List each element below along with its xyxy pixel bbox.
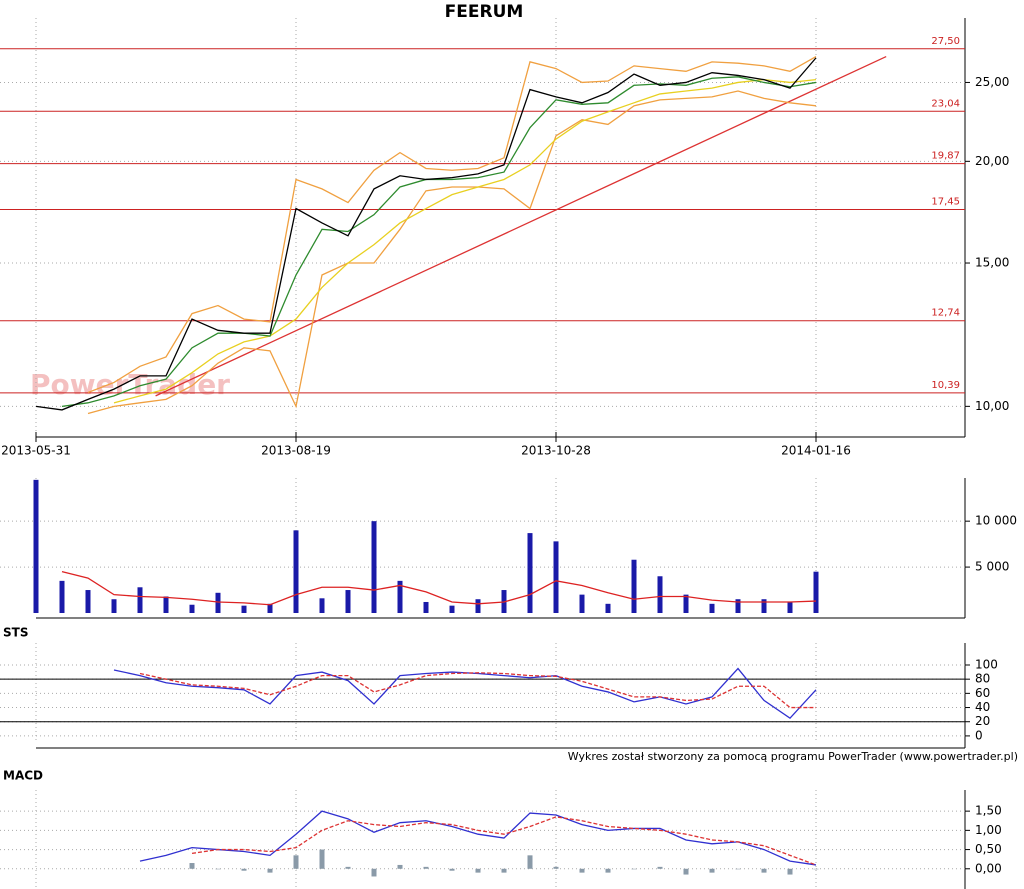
bar [345,866,351,869]
series-line [191,816,817,866]
y-tick-label: 20,00 [975,154,1009,168]
bar [813,868,819,870]
bar [371,868,377,877]
level-label: 27,50 [931,36,960,47]
y-tick-label: 0 [975,728,983,742]
footer: Wykres został stworzony za pomocą progra… [568,750,1018,763]
level-label: 10,39 [931,380,960,391]
bar [813,571,819,613]
y-tick-label: 0,50 [975,842,1002,856]
bar [293,855,299,869]
series-line [35,57,817,411]
y-tick-label: 10,00 [975,399,1009,413]
level-label: 12,74 [931,308,960,319]
bar [787,601,793,613]
bar [657,866,663,869]
x-tick-label: 2013-10-28 [521,444,591,458]
bar [111,599,117,613]
y-tick-label: 1,50 [975,804,1002,818]
bar [423,601,429,613]
bar [683,868,689,875]
bar [553,866,559,869]
x-tick-label: 2013-08-19 [261,444,331,458]
trend-line [155,55,887,397]
y-tick-label: 0,00 [975,861,1002,875]
bar [787,868,793,875]
bar [319,598,325,613]
level-label: 19,87 [931,151,960,162]
bar [605,603,611,613]
bar [371,521,377,613]
y-tick-label: 100 [975,657,998,671]
y-tick-label: 1,00 [975,823,1002,837]
bar [345,590,351,613]
bar [553,541,559,613]
bar [163,596,169,613]
bar [215,868,221,870]
y-tick-label: 60 [975,686,990,700]
y-tick-label: 80 [975,672,990,686]
bar [449,605,455,613]
bar [215,592,221,613]
bar [657,576,663,613]
bar [631,559,637,613]
y-tick-label: 15,00 [975,256,1009,270]
bar [449,868,455,871]
series-line [139,810,817,866]
bar [85,590,91,613]
chart-title: FEERUM [445,2,524,22]
series-line [61,571,817,606]
series-line [113,78,817,404]
series-line [61,76,817,407]
bar [735,868,741,870]
bar [241,605,247,613]
bar [631,868,637,870]
bar [709,603,715,613]
bar [189,863,195,869]
bar [735,599,741,613]
bar [319,849,325,869]
x-tick-label: 2014-01-16 [781,444,851,458]
bar [527,533,533,613]
panel-title: STS [3,626,28,640]
x-tick-label: 2013-05-31 [1,444,71,458]
bar [761,868,767,873]
bar [579,868,585,873]
y-tick-label: 40 [975,700,990,714]
bar [709,868,715,873]
bar [475,868,481,873]
bar [189,604,195,613]
level-label: 23,04 [931,98,960,109]
bar [241,868,247,871]
bar [527,855,533,869]
bar [423,866,429,869]
bar [59,580,65,613]
bar [579,594,585,613]
y-tick-label: 5 000 [975,560,1009,574]
bar [501,868,507,873]
level-label: 17,45 [931,197,960,208]
bar [605,868,611,873]
series-line [139,672,816,709]
bar [267,868,273,873]
y-tick-label: 20 [975,714,990,728]
panel-title: MACD [3,769,43,783]
series-line [87,55,817,394]
series-line [87,90,817,415]
bar [293,530,299,613]
bar [397,580,403,613]
bar [475,599,481,613]
bar [683,594,689,613]
bar [397,864,403,869]
watermark: PowerTrader [30,368,230,401]
bar [761,599,767,613]
bar [137,587,143,613]
bar [267,603,273,613]
y-tick-label: 25,00 [975,75,1009,89]
y-tick-label: 10 000 [975,514,1017,528]
bar [33,479,39,613]
